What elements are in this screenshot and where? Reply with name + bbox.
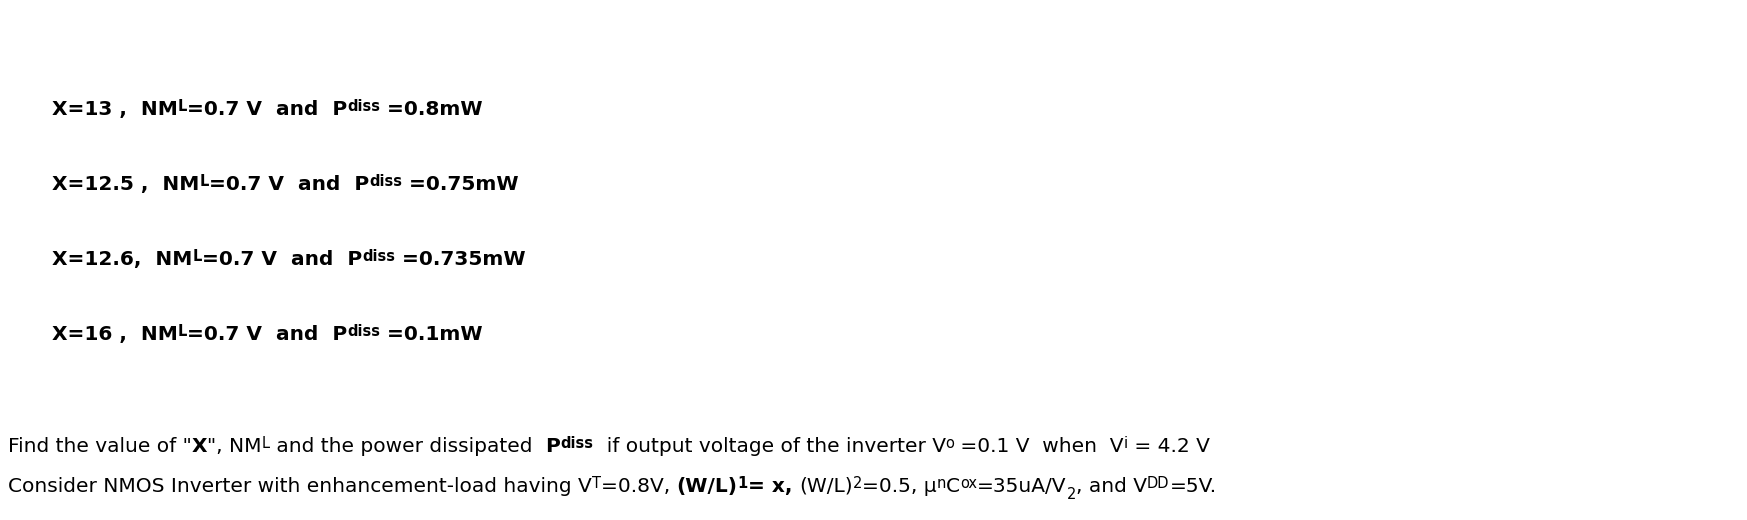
Text: , and V: , and V [1076, 477, 1146, 496]
Text: and the power dissipated: and the power dissipated [269, 437, 538, 456]
Text: if output voltage of the inverter V: if output voltage of the inverter V [594, 437, 945, 456]
Text: diss: diss [362, 249, 395, 264]
Text: = x,: = x, [748, 477, 798, 496]
Text: diss: diss [348, 324, 381, 339]
Text: =0.1mW: =0.1mW [381, 325, 484, 344]
Text: 2: 2 [853, 476, 861, 491]
Text: (W/L): (W/L) [798, 477, 853, 496]
Text: =0.1 V  when  V: =0.1 V when V [954, 437, 1123, 456]
Text: X=12.5 ,  NM: X=12.5 , NM [52, 175, 199, 194]
Text: =0.7 V  and  P: =0.7 V and P [187, 100, 348, 119]
Text: =35uA/V: =35uA/V [977, 477, 1066, 496]
Text: DD: DD [1146, 476, 1169, 491]
Text: L: L [262, 436, 269, 451]
Text: ", NM: ", NM [208, 437, 262, 456]
Text: n: n [936, 476, 945, 491]
Text: X: X [192, 437, 208, 456]
Text: C: C [945, 477, 961, 496]
Text: P: P [538, 437, 561, 456]
Text: =0.8mW: =0.8mW [381, 100, 484, 119]
Text: =0.735mW: =0.735mW [395, 250, 526, 269]
Text: =0.7 V  and  P: =0.7 V and P [187, 325, 348, 344]
Text: Find the value of ": Find the value of " [9, 437, 192, 456]
Text: X=13 ,  NM: X=13 , NM [52, 100, 178, 119]
Text: 2: 2 [1066, 487, 1076, 502]
Text: (W/L): (W/L) [676, 477, 737, 496]
Text: i: i [1123, 436, 1129, 451]
Text: diss: diss [369, 174, 402, 189]
Text: =0.5, μ: =0.5, μ [861, 477, 936, 496]
Text: 1: 1 [737, 476, 748, 491]
Text: ox: ox [961, 476, 977, 491]
Text: =0.75mW: =0.75mW [402, 175, 519, 194]
Text: L: L [178, 99, 187, 114]
Text: X=12.6,  NM: X=12.6, NM [52, 250, 192, 269]
Text: diss: diss [348, 99, 381, 114]
Text: =0.7 V  and  P: =0.7 V and P [208, 175, 369, 194]
Text: L: L [199, 174, 208, 189]
Text: = 4.2 V: = 4.2 V [1129, 437, 1211, 456]
Text: diss: diss [561, 436, 594, 451]
Text: =0.7 V  and  P: =0.7 V and P [201, 250, 362, 269]
Text: L: L [192, 249, 201, 264]
Text: =5V.: =5V. [1169, 477, 1216, 496]
Text: o: o [945, 436, 954, 451]
Text: =0.8V,: =0.8V, [601, 477, 676, 496]
Text: T: T [592, 476, 601, 491]
Text: X=16 ,  NM: X=16 , NM [52, 325, 178, 344]
Text: L: L [178, 324, 187, 339]
Text: Consider NMOS Inverter with enhancement-load having V: Consider NMOS Inverter with enhancement-… [9, 477, 592, 496]
